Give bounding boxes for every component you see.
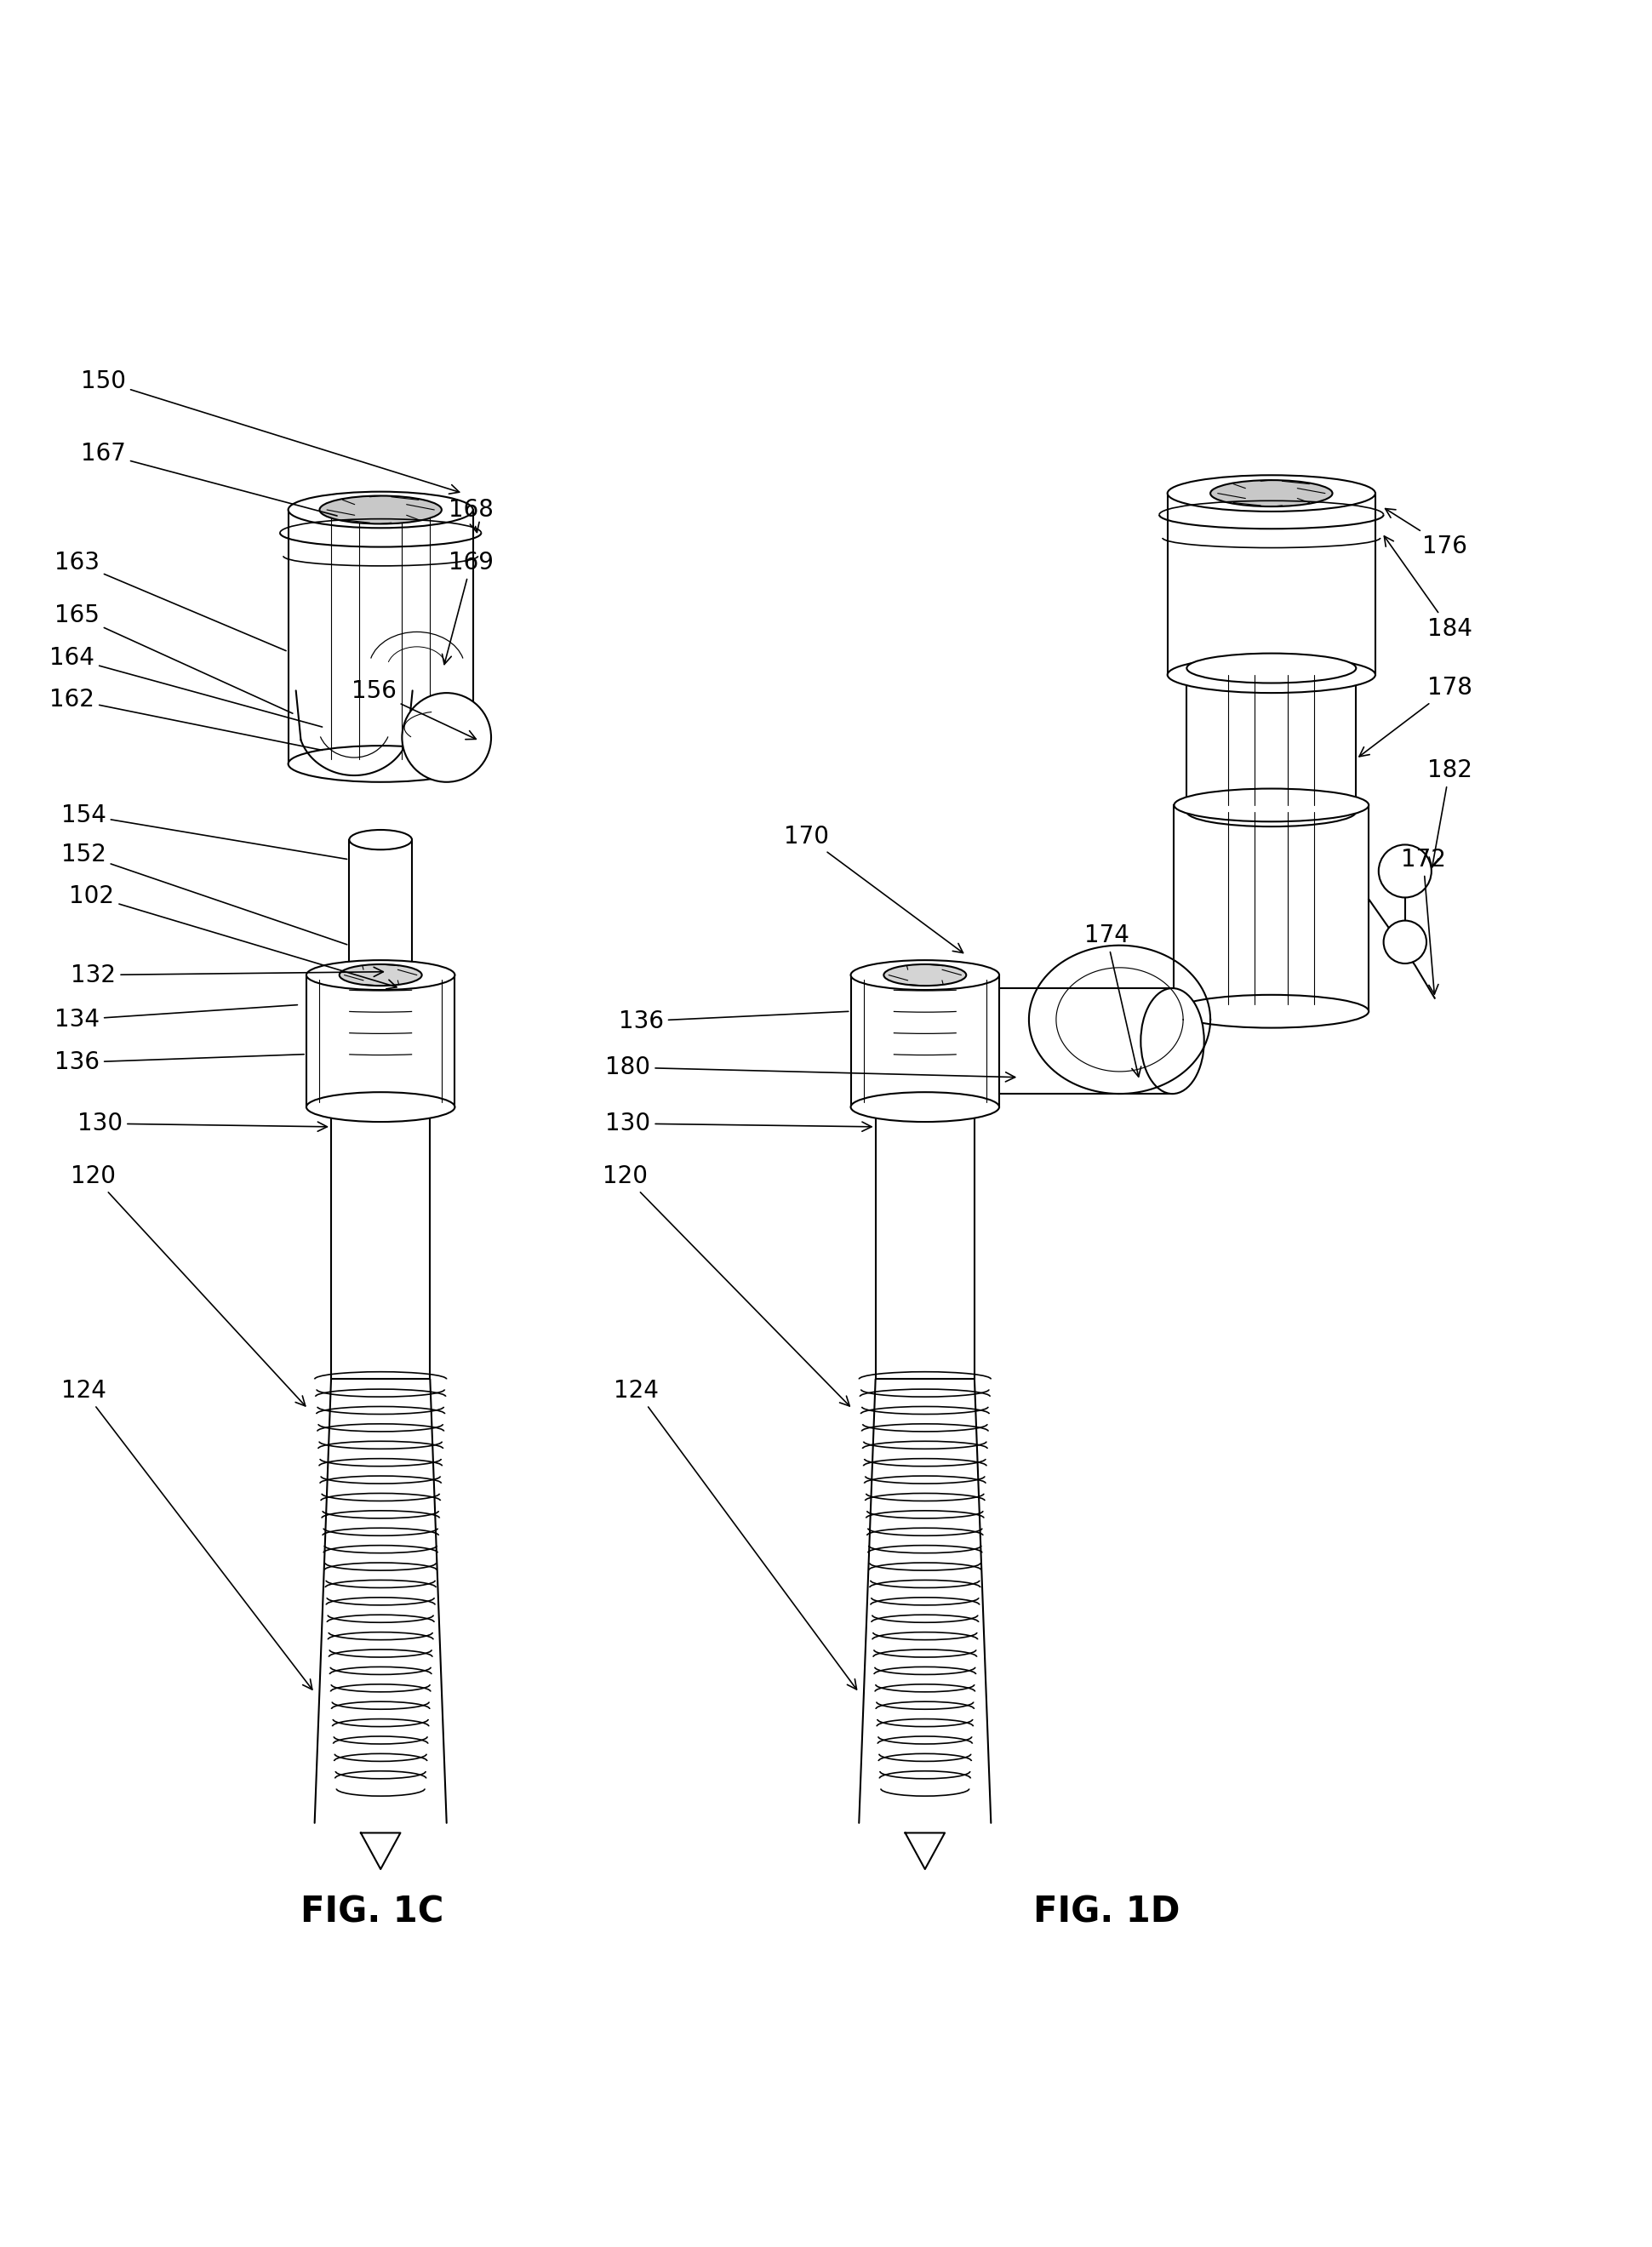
Text: 124: 124 [615,1380,857,1690]
Polygon shape [905,1834,945,1870]
Ellipse shape [1186,798,1356,827]
Ellipse shape [1211,481,1333,506]
Bar [1168,494,1376,674]
Text: 130: 130 [78,1112,327,1135]
Text: 178: 178 [1360,676,1472,757]
Text: 136: 136 [55,1052,304,1074]
Text: 182: 182 [1427,759,1472,867]
Bar [349,840,411,975]
Ellipse shape [851,1092,999,1121]
Bar [1186,667,1356,811]
Circle shape [1379,845,1431,897]
Text: FIG. 1D: FIG. 1D [1032,1894,1180,1930]
Text: 176: 176 [1386,508,1467,557]
Circle shape [401,692,491,782]
Text: 170: 170 [783,825,963,953]
Text: 174: 174 [1084,924,1142,1076]
Ellipse shape [349,966,411,984]
Text: 152: 152 [61,843,347,944]
Text: 168: 168 [449,499,494,533]
Text: 150: 150 [81,369,459,494]
Text: 169: 169 [443,551,494,665]
Ellipse shape [1168,656,1376,692]
Text: 120: 120 [71,1164,306,1407]
Text: 130: 130 [605,1112,872,1135]
Ellipse shape [339,964,421,986]
Ellipse shape [1175,789,1370,822]
Ellipse shape [884,964,966,986]
Ellipse shape [1186,654,1356,683]
Ellipse shape [287,492,472,528]
Polygon shape [360,1834,400,1870]
Bar [851,975,999,1108]
Bar [876,1108,975,1380]
Text: 180: 180 [606,1056,1014,1081]
Text: 120: 120 [603,1164,849,1407]
Ellipse shape [1175,995,1370,1027]
Ellipse shape [349,829,411,849]
Text: 163: 163 [55,551,286,652]
Text: 184: 184 [1384,537,1472,640]
Text: FIG. 1C: FIG. 1C [301,1894,444,1930]
Circle shape [1384,921,1426,964]
Text: 165: 165 [55,604,292,712]
Ellipse shape [1168,474,1376,512]
Bar [306,975,454,1108]
Text: 124: 124 [61,1380,312,1690]
Ellipse shape [851,959,999,991]
Ellipse shape [1142,989,1204,1094]
Text: 154: 154 [61,802,347,858]
Bar [999,989,1173,1094]
Bar [287,510,472,764]
Bar [330,1108,430,1380]
Ellipse shape [287,746,472,782]
Text: 102: 102 [69,883,396,989]
Text: 134: 134 [55,1004,297,1031]
Text: 136: 136 [620,1009,849,1034]
Text: 156: 156 [352,679,476,739]
Text: 164: 164 [50,647,322,728]
Ellipse shape [306,959,454,991]
Ellipse shape [319,497,441,524]
Text: 172: 172 [1401,847,1446,993]
Text: 162: 162 [50,688,322,750]
Bar [1175,804,1370,1011]
Ellipse shape [306,1092,454,1121]
Text: 132: 132 [71,964,383,986]
Text: 167: 167 [81,443,337,517]
